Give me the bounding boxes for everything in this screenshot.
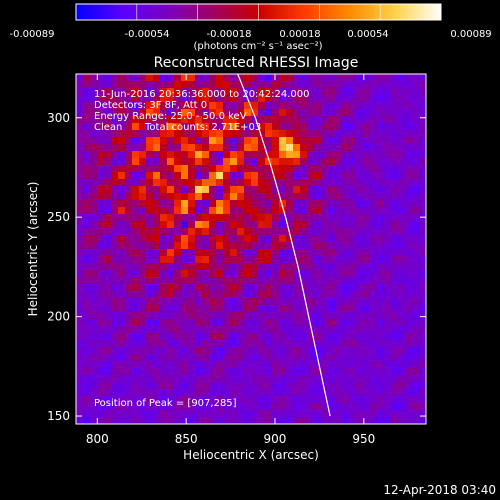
x-tick-label: 900 xyxy=(264,432,287,446)
plot-frame xyxy=(75,73,427,425)
x-axis-ticks: 800 850 900 950 xyxy=(86,74,375,446)
colorbar-tick-label: -0.00018 xyxy=(207,29,252,40)
annotation-block: 11-Jun-2016 20:36:36.000 to 20:42:24.000… xyxy=(94,89,310,409)
annotation-peak-position: Position of Peak = [907,285] xyxy=(94,398,237,409)
y-tick-label: 300 xyxy=(47,111,70,125)
heatmap-image xyxy=(76,74,427,425)
x-tick-label: 950 xyxy=(352,432,375,446)
annotation-method: Clean xyxy=(94,122,122,133)
colorbar-tick-label: 0.00054 xyxy=(347,29,388,40)
footer-timestamp: 12-Apr-2018 03:40 xyxy=(383,483,496,497)
x-axis-label: Heliocentric X (arcsec) xyxy=(183,448,319,462)
y-tick-label: 200 xyxy=(47,310,70,324)
colorbar-tick-label: -0.00089 xyxy=(10,29,55,40)
annotation-energy-range: Energy Range: 25.0 - 50.0 keV xyxy=(94,111,247,122)
annotation-total-counts: Total counts: 2.71E+03 xyxy=(144,122,261,133)
annotation-time-range: 11-Jun-2016 20:36:36.000 to 20:42:24.000 xyxy=(94,89,310,100)
y-tick-label: 150 xyxy=(47,409,70,423)
y-axis-ticks: 150 200 250 300 xyxy=(47,111,426,423)
colorbar-ticks xyxy=(136,4,381,20)
x-tick-label: 850 xyxy=(175,432,198,446)
chart-title: Reconstructed RHESSI Image xyxy=(154,55,359,71)
colorbar-tick-labels: -0.00089 -0.00054 -0.00018 0.00018 0.000… xyxy=(10,29,492,40)
y-tick-label: 250 xyxy=(47,210,70,224)
x-tick-label: 800 xyxy=(86,432,109,446)
colorbar-tick-label: 0.00018 xyxy=(279,29,320,40)
colorbar-tick-label: 0.00089 xyxy=(450,29,491,40)
solar-limb-curve xyxy=(237,73,331,417)
y-axis-label: Heliocentric Y (arcsec) xyxy=(26,182,40,317)
colorbar-unit-label: (photons cm⁻² s⁻¹ asec⁻²) xyxy=(193,41,322,52)
colorbar-tick-label: -0.00054 xyxy=(125,29,170,40)
annotation-detectors: Detectors: 3F 8F, Att 0 xyxy=(94,100,207,111)
